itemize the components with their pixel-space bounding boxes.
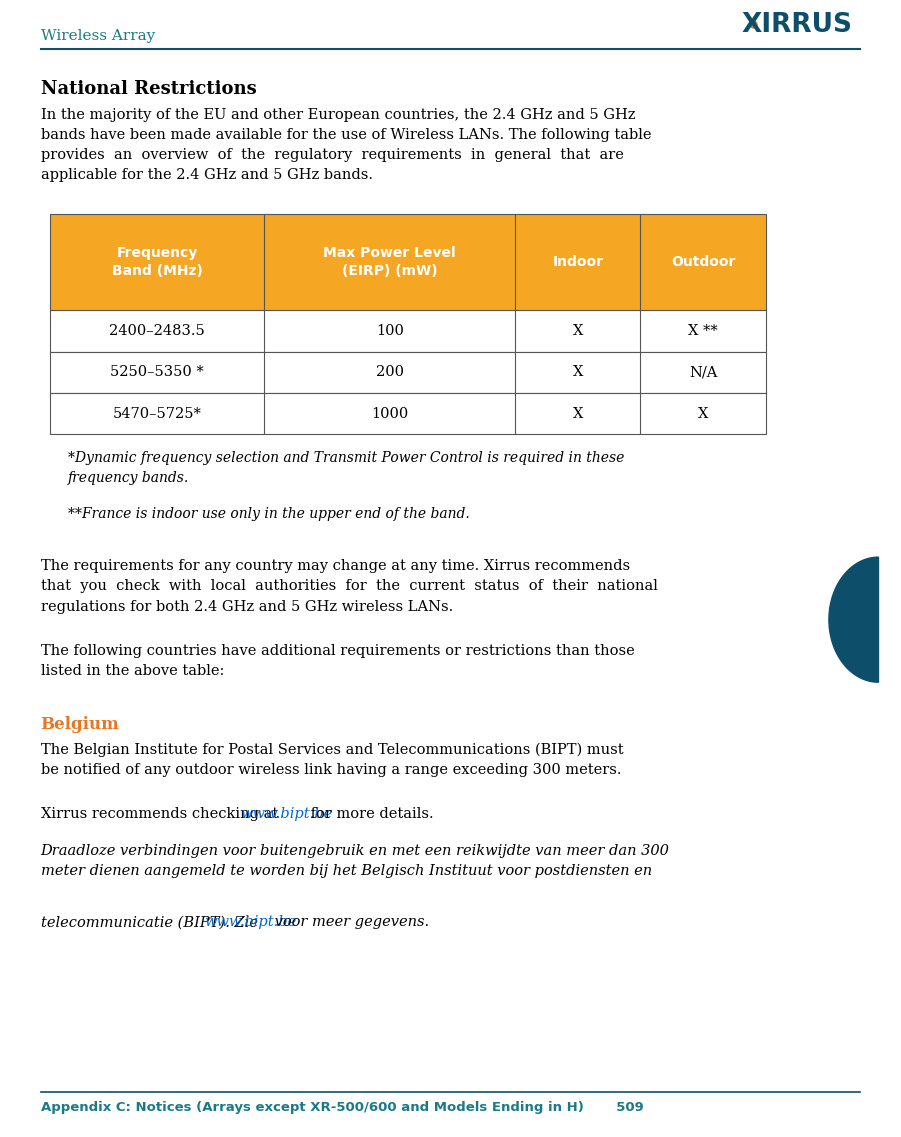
Text: 5470–5725*: 5470–5725*	[113, 407, 202, 421]
Text: X: X	[573, 365, 583, 380]
Text: X **: X **	[688, 324, 718, 338]
Text: www.bipt.be: www.bipt.be	[205, 915, 296, 929]
Bar	[50, 351, 766, 393]
Text: Frequency
Band (MHz): Frequency Band (MHz)	[112, 246, 203, 279]
Text: Xirrus recommends checking at: Xirrus recommends checking at	[41, 807, 282, 821]
Text: X: X	[573, 324, 583, 338]
Text: XIRRUS: XIRRUS	[742, 11, 853, 38]
Bar	[50, 393, 766, 434]
Bar	[50, 310, 766, 351]
Text: The Belgian Institute for Postal Services and Telecommunications (BIPT) must
be : The Belgian Institute for Postal Service…	[41, 742, 623, 777]
Text: 200: 200	[376, 365, 404, 380]
Text: telecommunicatie (BIPT). Zie: telecommunicatie (BIPT). Zie	[41, 915, 262, 929]
Text: 100: 100	[376, 324, 404, 338]
Text: *Dynamic frequency selection and Transmit Power Control is required in these
fre: *Dynamic frequency selection and Transmi…	[68, 451, 624, 484]
Text: 5250–5350 *: 5250–5350 *	[110, 365, 204, 380]
Text: Appendix C: Notices (Arrays except XR-500/600 and Models Ending in H)       509: Appendix C: Notices (Arrays except XR-50…	[41, 1101, 643, 1113]
Text: **France is indoor use only in the upper end of the band.: **France is indoor use only in the upper…	[68, 507, 469, 521]
Text: In the majority of the EU and other European countries, the 2.4 GHz and 5 GHz
ba: In the majority of the EU and other Euro…	[41, 108, 651, 182]
Text: www.bipt.be: www.bipt.be	[241, 807, 332, 821]
Text: National Restrictions: National Restrictions	[41, 80, 256, 98]
Text: Draadloze verbindingen voor buitengebruik en met een reikwijdte van meer dan 300: Draadloze verbindingen voor buitengebrui…	[41, 844, 669, 878]
Text: for more details.: for more details.	[306, 807, 434, 821]
Text: voor meer gegevens.: voor meer gegevens.	[270, 915, 430, 929]
Text: The following countries have additional requirements or restrictions than those
: The following countries have additional …	[41, 644, 634, 678]
Text: The requirements for any country may change at any time. Xirrus recommends
that : The requirements for any country may cha…	[41, 559, 658, 614]
Text: Indoor: Indoor	[552, 255, 604, 269]
Text: Outdoor: Outdoor	[671, 255, 735, 269]
Text: Wireless Array: Wireless Array	[41, 30, 155, 43]
Text: 2400–2483.5: 2400–2483.5	[109, 324, 205, 338]
Text: Belgium: Belgium	[41, 716, 119, 733]
Polygon shape	[829, 557, 878, 682]
Text: Max Power Level
(EIRP) (mW): Max Power Level (EIRP) (mW)	[323, 246, 456, 279]
Text: X: X	[698, 407, 708, 421]
Text: N/A: N/A	[689, 365, 717, 380]
Text: X: X	[573, 407, 583, 421]
Bar	[50, 214, 766, 310]
Text: 1000: 1000	[371, 407, 408, 421]
